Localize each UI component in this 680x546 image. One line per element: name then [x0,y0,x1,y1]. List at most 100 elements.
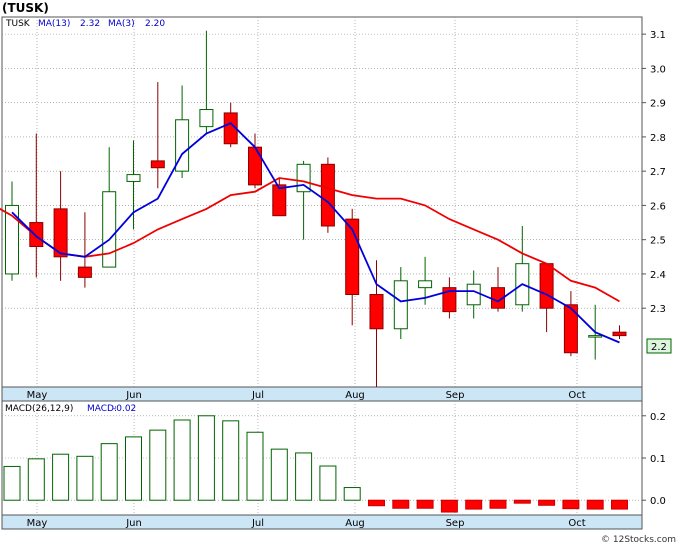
macd-legend-label: MACD(26,12,9) [5,404,73,414]
macd-bar [3,465,21,501]
price-tick-label: 2.4 [650,270,666,281]
ma13-line [0,177,620,303]
candle [126,140,141,230]
price-tick-label: 3.1 [650,30,666,41]
month-label: Jul [251,390,264,401]
candle-body [199,109,214,128]
macd-bar [440,499,458,513]
month-label: Aug [345,518,365,529]
price-tick-label: 2.7 [650,167,666,178]
month-label: Jun [125,390,142,401]
legend-ma13-label: MA(13) [38,19,70,29]
candle-body [5,204,19,275]
macd-bar [52,453,70,501]
candle-body [442,287,457,313]
candle-body [126,174,141,182]
candle-body [150,160,165,169]
macd-bar [76,455,94,501]
candle-body [53,208,68,258]
macd-bar [100,443,118,501]
moving-average-lines [0,122,620,344]
price-tag: 2.2 [651,342,667,353]
macd-bar [173,419,191,501]
ticker-title: (TUSK) [2,1,49,15]
macd-bar [343,487,361,501]
price-tick-label: 3.0 [650,64,666,75]
macd-bar [538,499,556,506]
macd-bar [562,499,580,510]
macd-bar [295,452,313,501]
price-y-axis: 2.3 2.4 2.5 2.6 2.7 2.8 2.9 3.0 3.1 [642,30,666,315]
month-label: May [27,518,48,529]
macd-bar [489,499,507,509]
macd-bar [416,499,434,509]
macd-legend-value-label: MACD: [87,404,117,414]
macd-tick-label: 0.1 [650,454,666,465]
macd-bar-series [3,415,628,513]
macd-bar [368,499,385,507]
macd-tick-label: 0.2 [650,412,666,423]
candle [418,256,433,305]
macd-bar [149,429,167,501]
candle [272,178,287,217]
legend-ma13-value: 2.32 [80,19,100,29]
month-label: Sep [446,518,465,529]
candle [442,277,457,319]
candle-body [272,184,287,217]
price-tick-label: 2.8 [650,133,666,144]
macd-bar [27,458,45,501]
macd-bar [222,420,240,501]
macd-bar [246,431,264,501]
macd-y-axis: 0.0 0.1 0.2 [642,412,666,507]
candle [223,102,238,148]
candle [199,30,214,134]
candle [563,291,578,357]
candle [102,147,117,268]
candle [53,171,68,281]
macd-legend-value: -0.02 [113,404,136,414]
candle-body [563,304,578,354]
candle [393,267,408,340]
candle-body [102,191,117,268]
macd-bar [513,499,531,504]
macd-bar [392,499,410,509]
candle-body [248,146,262,186]
candle-body [320,163,335,227]
macd-bar [319,465,337,501]
candle [5,181,19,281]
macd-bar [125,436,142,501]
macd-bar [611,499,628,510]
month-label: Oct [568,390,585,401]
ma3-line [11,122,620,344]
month-label: Aug [345,390,365,401]
month-label: Jul [251,518,264,529]
macd-bar [586,499,604,510]
macd-bar [465,499,483,510]
candle-body [466,283,481,306]
price-axis-band [1,386,643,402]
macd-axis-band [1,514,643,530]
price-tick-label: 2.9 [650,99,666,110]
month-label: Sep [446,390,465,401]
price-tag-box [646,338,672,354]
price-tick-label: 2.3 [650,304,666,315]
macd-tick-label: 0.0 [650,496,666,507]
month-label: May [27,390,48,401]
month-axis-labels: May May Jun Jun Jul Jul Aug Aug Sep Sep Oct Oct [27,390,586,529]
candle-body [418,280,433,289]
candle [612,325,627,340]
month-label: Jun [125,518,142,529]
candle-body [77,266,92,278]
candle-body [369,294,384,330]
candle [29,133,44,278]
candle [369,260,384,387]
macd-bar [270,448,288,501]
macd-bar [197,415,215,501]
candle-body [393,280,408,330]
candle-body [539,263,554,309]
candle [77,212,92,288]
candle-body [588,335,603,338]
candle-body [223,112,238,145]
